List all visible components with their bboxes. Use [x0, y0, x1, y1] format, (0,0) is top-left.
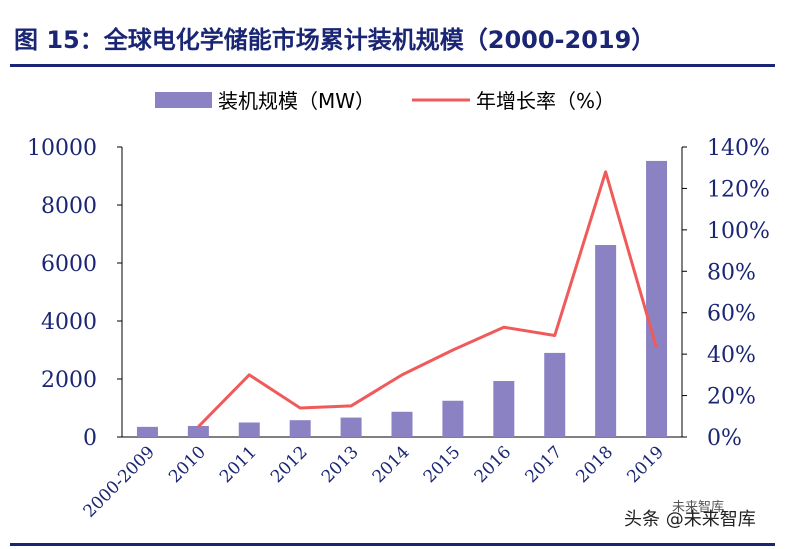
x-tick-label: 2017: [522, 442, 567, 487]
bar: [493, 381, 515, 437]
bar: [340, 417, 362, 437]
right-tick-label: 40%: [707, 343, 756, 368]
x-tick-label: 2012: [267, 442, 312, 487]
bar: [187, 425, 209, 437]
x-tick-label: 2000-2009: [80, 442, 159, 521]
bar: [289, 420, 311, 437]
x-tick-label: 2013: [318, 442, 363, 487]
line-series: [197, 170, 658, 428]
right-tick-label: 0%: [707, 426, 742, 451]
left-tick-label: 10000: [27, 136, 97, 161]
right-tick-label: 60%: [707, 302, 756, 327]
x-tick-label: 2015: [420, 442, 465, 487]
growth-rate-line: [197, 170, 658, 428]
right-tick-label: 140%: [707, 136, 770, 161]
x-tick-label: 2011: [216, 442, 261, 487]
watermark-logo-text: 未来智库: [672, 500, 725, 515]
right-tick-label: 100%: [707, 219, 770, 244]
left-tick-label: 4000: [41, 310, 97, 335]
title-divider: [10, 64, 775, 67]
left-tick-label: 0: [83, 426, 97, 451]
bar-series: [136, 160, 668, 438]
legend-bar-swatch: [155, 92, 212, 108]
legend-line-label: 年增长率（%）: [476, 89, 615, 113]
right-tick-label: 20%: [707, 385, 756, 410]
x-tick-label: 2010: [165, 442, 210, 487]
bar: [595, 245, 617, 437]
right-tick-label: 80%: [707, 260, 756, 285]
bar: [238, 422, 260, 437]
left-tick-label: 2000: [41, 368, 97, 393]
x-tick-label: 2019: [623, 442, 668, 487]
right-tick-label: 120%: [707, 177, 770, 202]
bar: [442, 400, 464, 437]
x-tick-label: 2016: [471, 442, 516, 487]
x-tick-label: 2018: [572, 442, 617, 487]
bar: [544, 352, 566, 437]
x-tick-label: 2014: [369, 442, 414, 487]
bar: [136, 426, 158, 437]
chart-legend: 装机规模（MW） 年增长率（%）: [155, 89, 615, 113]
bar: [646, 160, 668, 438]
watermark-text: 头条 @未来智库: [624, 509, 756, 530]
figure-title: 图 15：全球电化学储能市场累计装机规模（2000-2019）: [14, 26, 656, 54]
bottom-divider: [10, 543, 775, 546]
left-tick-label: 6000: [41, 252, 97, 277]
bar: [391, 411, 413, 437]
left-tick-label: 8000: [41, 194, 97, 219]
legend-bar-label: 装机规模（MW）: [218, 89, 375, 113]
